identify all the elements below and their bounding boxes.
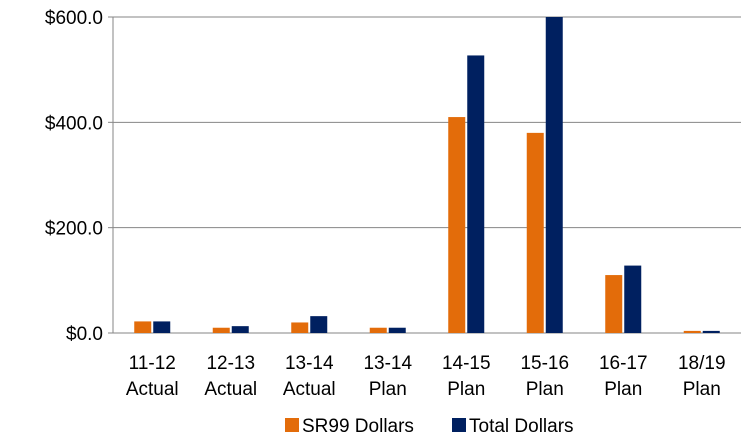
bar-total-dollars <box>702 330 720 333</box>
legend: SR99 Dollars Total Dollars <box>285 416 574 437</box>
bar-total-dollars <box>467 55 485 334</box>
legend-swatch <box>452 418 466 432</box>
bar-sr99-dollars <box>605 275 623 333</box>
bar-total-dollars <box>388 327 406 333</box>
x-tick-label: Plan <box>526 379 564 400</box>
x-tick-label: 12-13 <box>206 353 255 374</box>
bar-total-dollars <box>310 316 328 333</box>
bars <box>134 17 720 334</box>
bar-sr99-dollars <box>448 117 466 333</box>
y-tick-label: $200.0 <box>45 219 103 240</box>
x-tick-labels: 11-12 Actual 12-13 Actual 13-14 Actual 13-14 Pl… <box>126 353 726 400</box>
x-tick-label: Actual <box>204 379 257 400</box>
bar-total-dollars <box>624 265 642 333</box>
x-tick-label: 16-17 <box>599 353 648 374</box>
y-tick-label: $600.0 <box>45 8 103 29</box>
bar-sr99-dollars <box>526 132 544 333</box>
x-tick-label: Plan <box>447 379 485 400</box>
bar-total-dollars <box>231 326 249 333</box>
y-tick-label: $0.0 <box>66 324 103 345</box>
x-tick-label: Plan <box>369 379 407 400</box>
x-tick-label: Plan <box>683 379 721 400</box>
legend-label: SR99 Dollars <box>302 416 414 437</box>
bar-sr99-dollars <box>134 321 152 333</box>
x-tick-label: Actual <box>126 379 179 400</box>
x-tick-label: 11-12 <box>129 353 176 374</box>
bar-sr99-dollars <box>291 322 309 333</box>
y-tick-label: $400.0 <box>45 113 103 134</box>
x-tick-label: 13-14 <box>285 353 334 374</box>
gridlines <box>113 16 741 229</box>
x-tick-label: 18/19 <box>678 353 726 374</box>
x-tick-label: 14-15 <box>442 353 491 374</box>
x-tick-label: Plan <box>604 379 642 400</box>
x-tick-label: 15-16 <box>520 353 569 374</box>
bar-sr99-dollars <box>212 327 230 333</box>
y-tick-labels: $0.0 $200.0 $400.0 $600.0 <box>45 8 103 345</box>
bar-total-dollars <box>545 17 563 333</box>
axes <box>108 16 741 334</box>
bar-total-dollars <box>153 321 171 333</box>
bar-sr99-dollars <box>369 327 387 333</box>
x-tick-label: 13-14 <box>363 353 412 374</box>
legend-label: Total Dollars <box>469 416 574 437</box>
bar-sr99-dollars <box>683 330 701 333</box>
x-tick-label: Actual <box>283 379 336 400</box>
legend-swatch <box>285 418 299 432</box>
